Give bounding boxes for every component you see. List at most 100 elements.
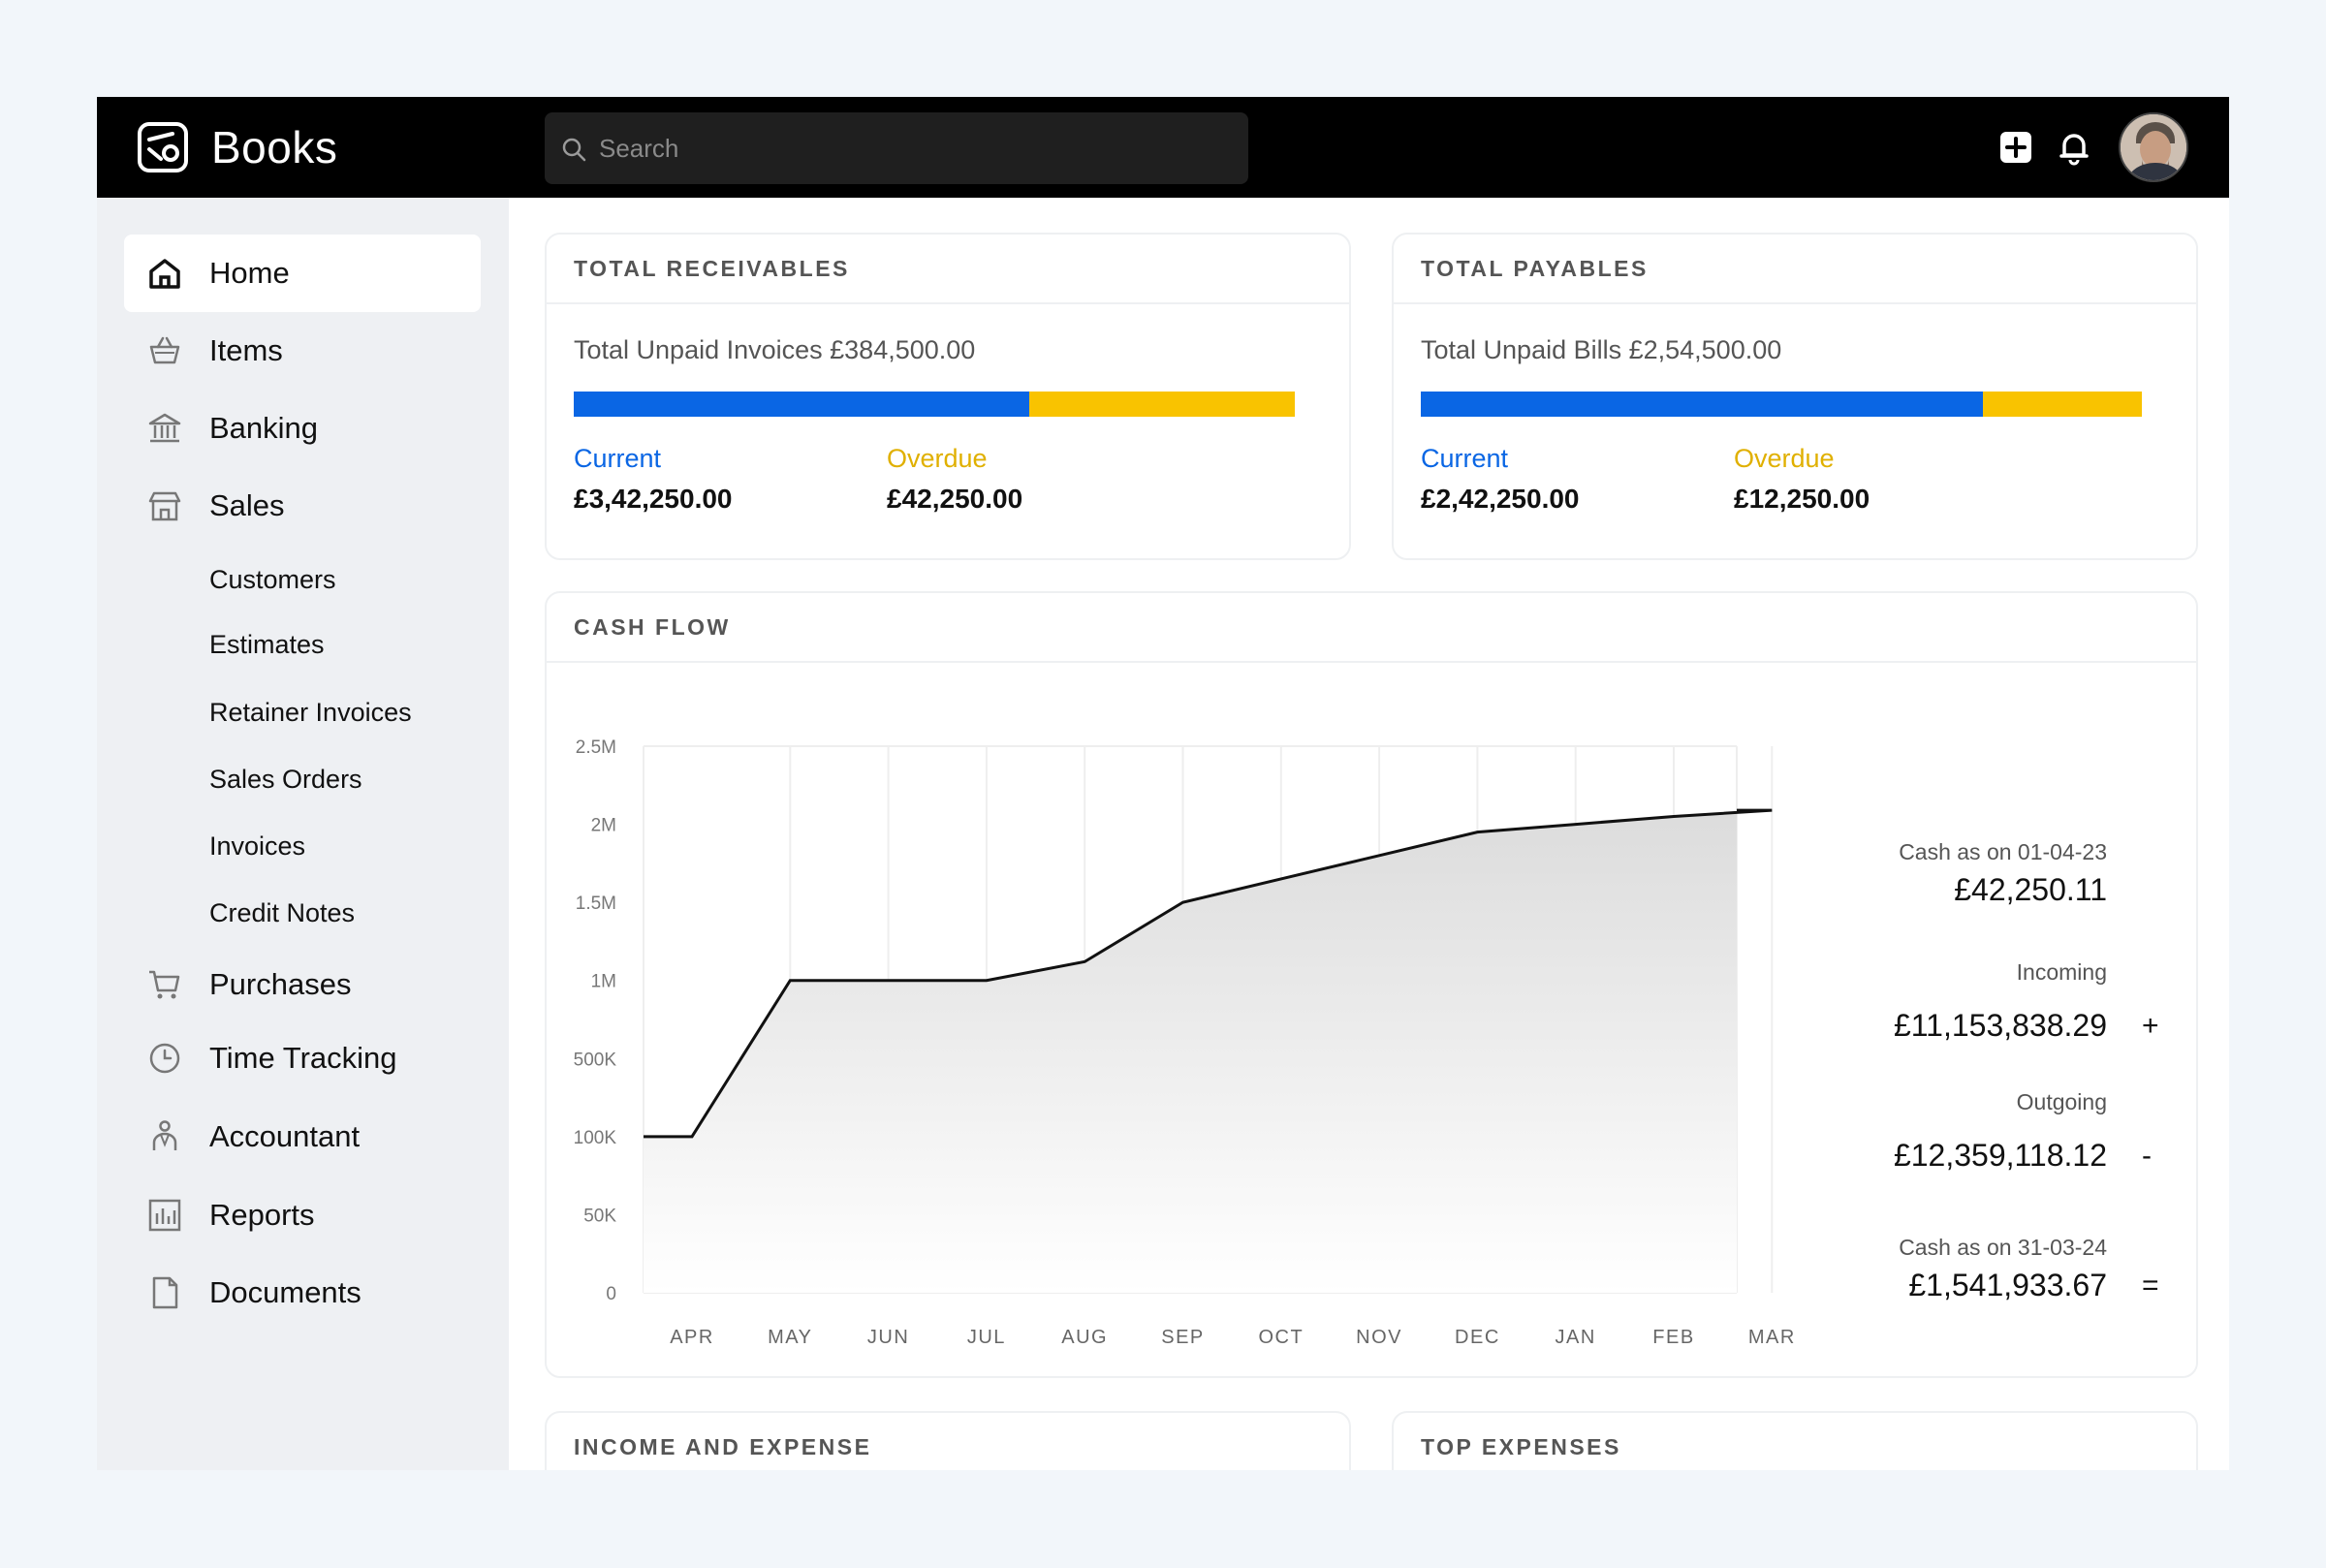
sidebar-item-documents[interactable]: Documents [124, 1254, 481, 1332]
minus-operator: - [2142, 1140, 2152, 1172]
bank-icon [148, 413, 181, 443]
receivables-current-segment [574, 392, 1029, 417]
cart-icon [149, 970, 180, 999]
cash-flow-card: CASH FLOW 0 50K 100K 500K 1M 1.5M 2M 2.5M APR MA… [545, 591, 2198, 1378]
document-icon [152, 1276, 178, 1309]
sidebar-item-purchases[interactable]: Purchases [124, 946, 481, 1023]
sidebar-item-label: Documents [209, 1275, 361, 1309]
x-tick-label: JUN [867, 1327, 909, 1348]
sidebar-item-label: Items [209, 333, 283, 367]
receivables-summary: Total Unpaid Invoices £384,500.00 [574, 335, 976, 364]
card-divider [547, 661, 2196, 663]
user-avatar[interactable] [2119, 112, 2188, 182]
y-tick-label: 500K [574, 1050, 617, 1070]
incoming-value[interactable]: £11,153,838.29 [1893, 1008, 2107, 1043]
x-tick-label: OCT [1258, 1327, 1304, 1348]
outgoing-value[interactable]: £12,359,118.12 [1893, 1138, 2107, 1173]
x-tick-label: FEB [1652, 1327, 1694, 1348]
sidebar-item-label: Reports [209, 1198, 315, 1232]
clock-icon [149, 1043, 180, 1074]
receivables-overdue-label: Overdue [887, 444, 988, 473]
outgoing-label: Outgoing [2016, 1089, 2107, 1114]
top-expenses-card: TOP EXPENSES [1392, 1411, 2198, 1470]
search-input[interactable] [599, 112, 1229, 184]
person-icon [152, 1120, 177, 1150]
sidebar-item-items[interactable]: Items [124, 312, 481, 390]
sidebar-item-time-tracking[interactable]: Time Tracking [124, 1019, 481, 1097]
card-divider [1394, 302, 2196, 304]
x-tick-label: JUL [967, 1327, 1006, 1348]
y-tick-label: 50K [583, 1206, 616, 1226]
search-bar[interactable] [545, 112, 1248, 184]
receivables-overdue-value[interactable]: £42,250.00 [887, 484, 1023, 514]
payables-current-value[interactable]: £2,42,250.00 [1421, 484, 1580, 514]
receivables-card: TOTAL RECEIVABLES Total Unpaid Invoices … [545, 233, 1351, 560]
cash-flow-title: CASH FLOW [574, 614, 731, 640]
sidebar-item-banking[interactable]: Banking [124, 390, 481, 467]
x-tick-label: MAR [1748, 1327, 1796, 1348]
receivables-current-label: Current [574, 444, 662, 473]
x-tick-label: APR [670, 1327, 714, 1348]
payables-title: TOTAL PAYABLES [1421, 256, 1649, 281]
payables-overdue-value[interactable]: £12,250.00 [1734, 484, 1870, 514]
cash-start-label: Cash as on 01-04-23 [1899, 839, 2107, 864]
books-logo-icon[interactable] [136, 120, 190, 174]
sidebar-item-sales[interactable]: Sales [124, 467, 481, 545]
sidebar: Home Items Banking Sale [97, 198, 509, 1470]
sidebar-item-reports[interactable]: Reports [124, 1176, 481, 1254]
top-bar: Books [97, 97, 2229, 198]
avatar-portrait-icon [2121, 114, 2186, 180]
cash-flow-chart: 0 50K 100K 500K 1M 1.5M 2M 2.5M APR MAY JUN JUL AUG… [574, 737, 1796, 1348]
receivables-title: TOTAL RECEIVABLES [574, 256, 850, 281]
sidebar-subitem-credit-notes[interactable]: Credit Notes [209, 898, 356, 927]
equals-operator: = [2142, 1270, 2159, 1301]
sidebar-subitem-sales-orders[interactable]: Sales Orders [209, 765, 362, 794]
cash-flow-line [644, 808, 1773, 1139]
basket-icon [149, 336, 180, 364]
sidebar-subitem-invoices[interactable]: Invoices [209, 831, 306, 861]
sidebar-item-label: Sales [209, 488, 285, 522]
cash-start-value: £42,250.11 [1954, 872, 2107, 907]
sidebar-item-label: Home [209, 256, 290, 290]
x-tick-label: MAY [768, 1327, 812, 1348]
income-expense-title: INCOME AND EXPENSE [574, 1434, 872, 1459]
income-expense-card: INCOME AND EXPENSE [545, 1411, 1351, 1470]
payables-progress-bar[interactable] [1421, 392, 2142, 417]
y-tick-label: 2M [591, 816, 616, 836]
sidebar-subitem-estimates[interactable]: Estimates [209, 630, 325, 659]
sidebar-item-home[interactable]: Home [124, 235, 481, 312]
x-tick-label: JAN [1556, 1327, 1596, 1348]
sidebar-item-label: Banking [209, 411, 319, 445]
sidebar-subitem-retainer-invoices[interactable]: Retainer Invoices [209, 698, 412, 727]
payables-overdue-label: Overdue [1734, 444, 1835, 473]
plus-operator: + [2142, 1010, 2159, 1042]
sidebar-item-label: Purchases [209, 967, 352, 1001]
payables-current-segment [1421, 392, 1983, 417]
payables-card: TOTAL PAYABLES Total Unpaid Bills £2,54,… [1392, 233, 2198, 560]
sidebar-subitem-customers[interactable]: Customers [209, 565, 336, 594]
cash-end-label: Cash as on 31-03-24 [1899, 1235, 2107, 1260]
search-icon [562, 138, 586, 162]
y-tick-label: 100K [574, 1128, 617, 1148]
payables-current-label: Current [1421, 444, 1509, 473]
sidebar-item-label: Accountant [209, 1119, 361, 1153]
plus-square-icon[interactable] [1996, 128, 2035, 167]
bell-icon[interactable] [2055, 128, 2093, 167]
receivables-current-value[interactable]: £3,42,250.00 [574, 484, 733, 514]
y-tick-label: 1M [591, 972, 616, 992]
app-window: Books [97, 97, 2229, 1470]
payables-summary: Total Unpaid Bills £2,54,500.00 [1421, 335, 1782, 364]
x-tick-label: NOV [1356, 1327, 1402, 1348]
x-tick-label: SEP [1161, 1327, 1205, 1348]
x-tick-label: AUG [1061, 1327, 1108, 1348]
sidebar-item-label: Time Tracking [209, 1041, 397, 1075]
y-tick-label: 0 [606, 1284, 616, 1304]
app-brand: Books [211, 122, 338, 172]
sidebar-item-accountant[interactable]: Accountant [124, 1098, 481, 1176]
receivables-progress-bar[interactable] [574, 392, 1295, 417]
cash-flow-area [644, 810, 1773, 1293]
top-expenses-title: TOP EXPENSES [1421, 1434, 1621, 1459]
receivables-overdue-segment [1029, 392, 1295, 417]
bar-chart-icon [148, 1199, 181, 1232]
cash-end-value: £1,541,933.67 [1908, 1268, 2107, 1302]
